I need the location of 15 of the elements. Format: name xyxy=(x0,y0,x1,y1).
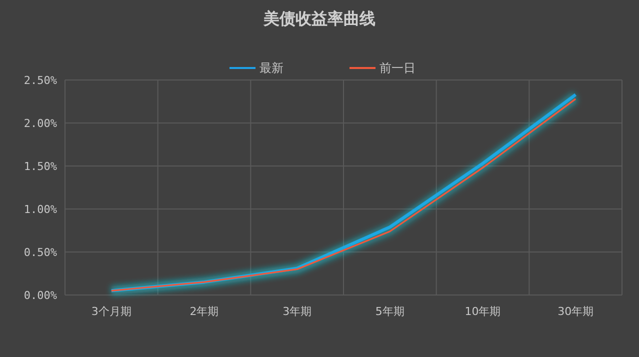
legend-label: 最新 xyxy=(260,61,284,76)
y-tick-label: 2.50% xyxy=(24,74,58,87)
y-tick-label: 0.00% xyxy=(24,288,58,302)
legend-label: 前一日 xyxy=(380,61,416,76)
y-tick-label: 2.00% xyxy=(24,116,58,130)
y-tick-label: 1.50% xyxy=(24,160,58,173)
x-tick-label: 3个月期 xyxy=(91,305,132,318)
x-tick-label: 2年期 xyxy=(190,305,219,318)
x-tick-label: 30年期 xyxy=(558,305,594,318)
x-tick-label: 5年期 xyxy=(375,305,404,318)
chart-title: 美债收益率曲线 xyxy=(262,9,376,28)
y-tick-label: 0.50% xyxy=(24,246,58,259)
x-tick-label: 10年期 xyxy=(464,305,501,318)
x-tick-label: 3年期 xyxy=(282,305,312,318)
y-tick-label: 1.00% xyxy=(24,202,58,216)
